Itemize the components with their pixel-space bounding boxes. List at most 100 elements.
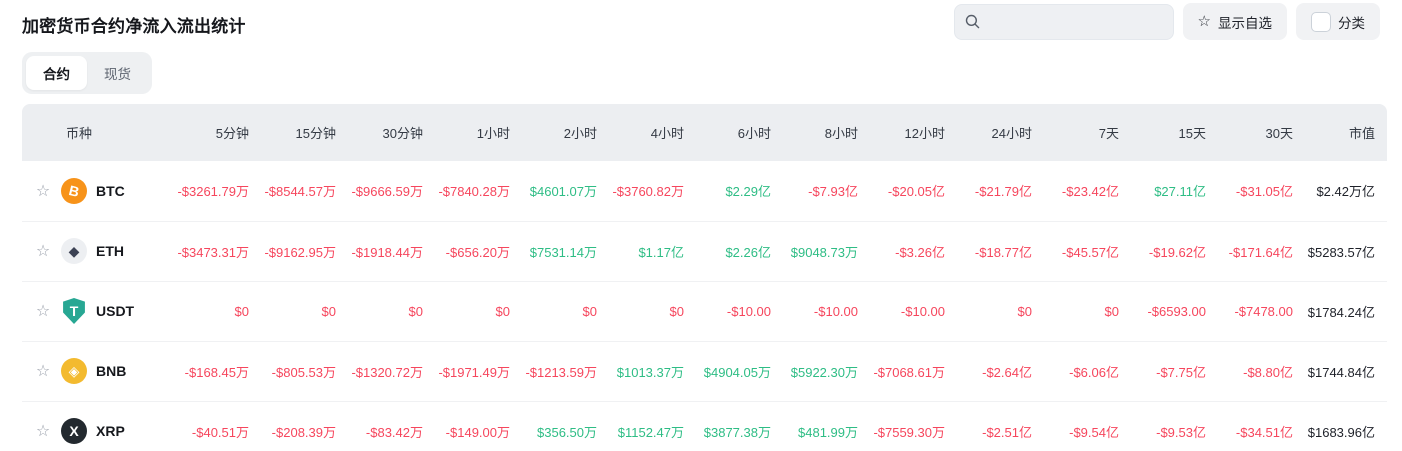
favorite-star-icon[interactable]: ☆: [35, 182, 51, 200]
show-watchlist-button[interactable]: ☆ 显示自选: [1182, 3, 1287, 40]
netflow-value-cell: $1.17亿: [597, 221, 684, 282]
netflow-value-cell: $4601.07万: [510, 161, 597, 222]
search-box[interactable]: [953, 3, 1174, 40]
netflow-value-cell: -$7559.30万: [858, 401, 945, 451]
netflow-value-cell: -$6.06亿: [1032, 341, 1119, 402]
netflow-value-cell: -$10.00: [771, 281, 858, 342]
favorite-star-icon[interactable]: ☆: [35, 363, 51, 380]
netflow-value-cell: -$10.00: [684, 281, 771, 342]
tab-spot[interactable]: 现货: [104, 67, 131, 82]
coin-logo-icon: ◆: [61, 238, 87, 264]
netflow-value-cell: -$23.42亿: [1032, 161, 1119, 222]
netflow-value-cell: -$3261.79万: [162, 161, 249, 222]
netflow-value-cell: -$7068.61万: [858, 341, 945, 402]
netflow-value-cell: $0: [945, 281, 1032, 342]
tabs-wrap: 合约 现货: [0, 40, 1402, 94]
table-row[interactable]: ☆ ◈ BNB -$168.45万 -$805.53万 -$1320.72万 -$19…: [22, 341, 1387, 402]
netflow-value-cell: $9048.73万: [771, 221, 858, 282]
netflow-value-cell: -$1918.44万: [336, 221, 423, 282]
netflow-value-cell: -$656.20万: [423, 221, 510, 282]
table-row[interactable]: ☆ ◆ ETH -$3473.31万 -$9162.95万 -$1918.44万 -$…: [22, 221, 1387, 282]
netflow-value-cell: $2.29亿: [684, 161, 771, 222]
column-header: 12小时: [858, 104, 945, 161]
coin-logo-icon: B: [61, 177, 87, 204]
coin-symbol: BTC: [96, 182, 125, 199]
column-header: 8小时: [771, 104, 858, 161]
star-icon: ☆: [1197, 13, 1211, 30]
market-cap-cell: $1784.24亿: [1293, 281, 1387, 342]
category-button[interactable]: 分类: [1296, 3, 1380, 40]
netflow-value-cell: -$7.93亿: [771, 161, 858, 222]
netflow-value-cell: -$9.54亿: [1032, 401, 1119, 451]
favorite-star-icon[interactable]: ☆: [35, 243, 51, 260]
netflow-value-cell: -$8544.57万: [249, 161, 336, 222]
netflow-value-cell: -$40.51万: [162, 401, 249, 451]
netflow-value-cell: -$20.05亿: [858, 161, 945, 222]
netflow-value-cell: $0: [597, 281, 684, 342]
netflow-value-cell: -$171.64亿: [1206, 221, 1293, 282]
netflow-value-cell: -$10.00: [858, 281, 945, 342]
market-type-tabs: 合约 现货: [22, 52, 152, 94]
coin-cell: ☆ X XRP: [22, 401, 162, 451]
netflow-value-cell: -$18.77亿: [945, 221, 1032, 282]
netflow-value-cell: -$34.51亿: [1206, 401, 1293, 451]
netflow-value-cell: $0: [510, 281, 597, 342]
column-header: 币种: [22, 104, 162, 161]
netflow-value-cell: -$3.26亿: [858, 221, 945, 282]
netflow-value-cell: $1013.37万: [597, 341, 684, 402]
table-head: 币种 5分钟 15分钟 30分钟 1小时 2小时 4小时 6小时 8小时 12小时 24小时 7天 15…: [22, 104, 1387, 161]
netflow-value-cell: -$9666.59万: [336, 161, 423, 222]
netflow-table: 币种 5分钟 15分钟 30分钟 1小时 2小时 4小时 6小时 8小时 12小时 24小时 7天 15…: [22, 104, 1387, 451]
column-header: 1小时: [423, 104, 510, 161]
netflow-value-cell: -$1320.72万: [336, 341, 423, 402]
tab-contracts[interactable]: 合约: [26, 56, 87, 90]
column-header: 15天: [1119, 104, 1206, 161]
top-bar: 加密货币合约净流入流出统计 ☆ 显示自选 分类: [0, 0, 1402, 40]
market-cap-cell: $2.42万亿: [1293, 161, 1387, 222]
favorite-star-icon[interactable]: ☆: [35, 303, 51, 320]
coin-logo-icon: T: [63, 298, 85, 324]
netflow-value-cell: $0: [249, 281, 336, 342]
netflow-value-cell: -$7478.00: [1206, 281, 1293, 342]
netflow-value-cell: -$2.64亿: [945, 341, 1032, 402]
market-cap-cell: $5283.57亿: [1293, 221, 1387, 282]
category-checkbox[interactable]: [1311, 11, 1331, 32]
search-icon: [965, 14, 979, 29]
coin-symbol: USDT: [96, 303, 135, 319]
column-header: 5分钟: [162, 104, 249, 161]
column-header: 7天: [1032, 104, 1119, 161]
coin-symbol: ETH: [96, 243, 124, 259]
netflow-value-cell: $0: [162, 281, 249, 342]
favorite-star-icon[interactable]: ☆: [35, 423, 51, 440]
coin-cell: ☆ B BTC: [22, 161, 162, 222]
netflow-value-cell: -$21.79亿: [945, 161, 1032, 222]
market-cap-cell: $1744.84亿: [1293, 341, 1387, 402]
table-row[interactable]: ☆ X XRP -$40.51万 -$208.39万 -$83.42万 -$149.0…: [22, 401, 1387, 451]
netflow-value-cell: -$7840.28万: [423, 161, 510, 222]
coin-symbol: BNB: [96, 363, 127, 379]
netflow-value-cell: $2.26亿: [684, 221, 771, 282]
netflow-value-cell: -$6593.00: [1119, 281, 1206, 342]
coin-cell: ☆ T USDT: [22, 281, 162, 342]
top-actions: ☆ 显示自选 分类: [953, 3, 1380, 40]
table-row[interactable]: ☆ B BTC -$3261.79万 -$8544.57万 -$9666.59万 -$…: [22, 161, 1387, 222]
show-watchlist-label: 显示自选: [1218, 15, 1272, 31]
coin-symbol: XRP: [96, 423, 125, 439]
coin-cell: ☆ ◆ ETH: [22, 221, 162, 282]
netflow-value-cell: -$3760.82万: [597, 161, 684, 222]
table-body: ☆ B BTC -$3261.79万 -$8544.57万 -$9666.59万 -$…: [22, 161, 1387, 451]
column-header: 30天: [1206, 104, 1293, 161]
column-header: 6小时: [684, 104, 771, 161]
market-cap-cell: $1683.96亿: [1293, 401, 1387, 451]
netflow-value-cell: -$149.00万: [423, 401, 510, 451]
netflow-value-cell: -$9.53亿: [1119, 401, 1206, 451]
coin-logo-icon: X: [61, 418, 87, 444]
netflow-value-cell: -$31.05亿: [1206, 161, 1293, 222]
netflow-value-cell: $0: [336, 281, 423, 342]
netflow-value-cell: -$208.39万: [249, 401, 336, 451]
netflow-value-cell: $481.99万: [771, 401, 858, 451]
column-header: 24小时: [945, 104, 1032, 161]
table-row[interactable]: ☆ T USDT $0 $0 $0 $0 $0 $0 -$10.00 -$10.00 -$10.…: [22, 281, 1387, 342]
search-input[interactable]: [987, 14, 1163, 29]
